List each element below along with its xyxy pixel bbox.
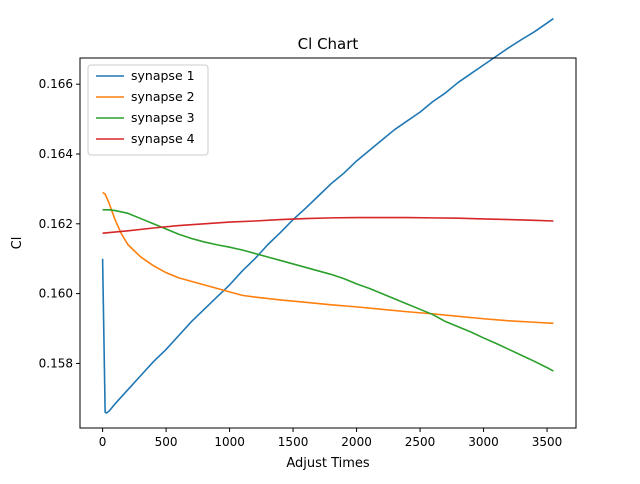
x-tick-label: 2500 (405, 435, 436, 449)
series-line-1 (101, 17, 554, 414)
legend-label-4: synapse 4 (131, 131, 195, 146)
plot-frame (79, 57, 577, 429)
y-tick-label: 0.166 (39, 77, 73, 91)
x-tick-label: 1000 (214, 435, 245, 449)
x-tick-label: 500 (155, 435, 178, 449)
x-tick-label: 3500 (532, 435, 563, 449)
legend-label-3: synapse 3 (131, 110, 195, 125)
plot-area (101, 17, 554, 414)
series-line-2 (102, 191, 554, 325)
series-line-3 (102, 209, 554, 372)
legend-label-1: synapse 1 (131, 68, 195, 83)
legend: synapse 1 synapse 2 synapse 3 synapse 4 (87, 64, 209, 156)
y-axis-label: Cl (10, 237, 25, 250)
legend-label-2: synapse 2 (131, 89, 195, 104)
x-axis-label: Adjust Times (286, 456, 370, 471)
chart-title: Cl Chart (298, 35, 359, 53)
legend-box (87, 64, 209, 156)
y-tick-label: 0.158 (39, 356, 73, 370)
x-tick-label: 0 (99, 435, 107, 449)
y-tick-label: 0.160 (39, 287, 73, 301)
x-tick-label: 2000 (341, 435, 372, 449)
y-axis: 0.158 0.160 0.162 0.164 0.166 (39, 77, 80, 370)
y-tick-label: 0.162 (39, 217, 73, 231)
series-line-4 (102, 216, 554, 235)
y-tick-label: 0.164 (39, 147, 73, 161)
x-axis: 0 500 1000 1500 2000 2500 3000 3500 (99, 428, 563, 449)
x-tick-label: 3000 (468, 435, 499, 449)
x-tick-label: 1500 (278, 435, 309, 449)
